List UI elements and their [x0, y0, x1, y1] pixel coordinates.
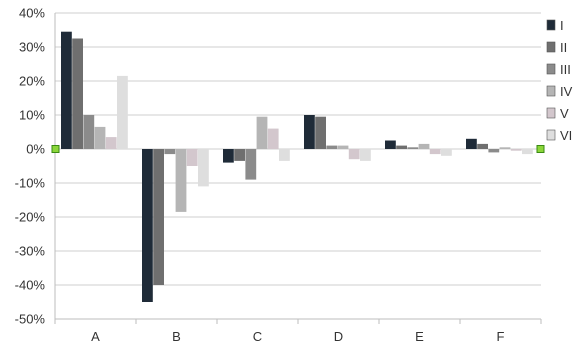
zero-line-handle-right — [536, 145, 545, 153]
label-layer: 40% 30% 20% 10% 0% -10% -20% -30% -40% -50% A B C D E F — [15, 6, 505, 345]
bar — [234, 149, 245, 161]
bar — [522, 149, 533, 155]
bar — [117, 75, 128, 149]
legend-label: VI — [560, 128, 572, 143]
bar — [385, 140, 396, 149]
legend-label: III — [560, 62, 571, 77]
grid-layer — [55, 12, 541, 320]
bar — [245, 149, 257, 180]
x-tick-label: A — [91, 329, 100, 344]
bar-layer — [61, 31, 533, 302]
y-tick-label: -50% — [15, 312, 46, 327]
zero-line-handle-left — [51, 145, 60, 153]
bar — [279, 149, 290, 161]
legend-swatch — [546, 129, 556, 141]
legend-swatch — [546, 85, 556, 97]
bar — [153, 149, 164, 285]
y-tick-label: 20% — [19, 74, 45, 89]
bar — [326, 145, 338, 149]
bar — [466, 138, 477, 149]
bar — [304, 115, 315, 149]
bar — [510, 149, 522, 151]
y-tick-label: -40% — [15, 278, 46, 293]
bar — [83, 115, 95, 149]
y-tick-label: -10% — [15, 176, 46, 191]
bar — [186, 149, 198, 166]
bar — [360, 149, 371, 161]
bar — [441, 149, 452, 156]
legend-label: II — [560, 40, 567, 55]
x-tick-label: E — [415, 329, 424, 344]
bar — [396, 145, 407, 149]
bar — [337, 145, 349, 149]
bar — [256, 116, 268, 149]
bar — [198, 149, 209, 187]
bar — [488, 149, 500, 153]
legend-label: IV — [560, 84, 573, 99]
bar — [72, 38, 83, 149]
y-tick-label: -20% — [15, 210, 46, 225]
legend-swatch — [546, 41, 556, 53]
legend-swatch — [546, 63, 556, 75]
bar — [223, 149, 234, 163]
legend-label: I — [560, 18, 564, 33]
bar — [348, 149, 360, 160]
x-tick-label: C — [253, 329, 262, 344]
bar — [94, 126, 106, 149]
bar — [429, 149, 441, 155]
y-tick-label: 0% — [26, 142, 45, 157]
x-tick-label: F — [497, 329, 505, 344]
y-tick-label: 10% — [19, 108, 45, 123]
x-tick-label: D — [334, 329, 343, 344]
bar — [499, 147, 511, 149]
legend-swatch — [546, 107, 556, 119]
bar — [175, 149, 187, 212]
bar — [315, 116, 326, 149]
x-tick-label: B — [172, 329, 181, 344]
bar — [418, 143, 430, 149]
y-tick-label: 30% — [19, 40, 45, 55]
bar — [267, 128, 279, 149]
y-tick-label: 40% — [19, 6, 45, 21]
bar — [61, 31, 72, 150]
bar — [105, 137, 117, 149]
legend-swatch — [546, 19, 556, 31]
bar — [407, 147, 419, 149]
bar — [477, 143, 488, 149]
bar — [142, 149, 153, 302]
bar — [164, 149, 176, 155]
axis-layer — [51, 13, 545, 324]
y-tick-label: -30% — [15, 244, 46, 259]
legend-label: V — [560, 106, 569, 121]
